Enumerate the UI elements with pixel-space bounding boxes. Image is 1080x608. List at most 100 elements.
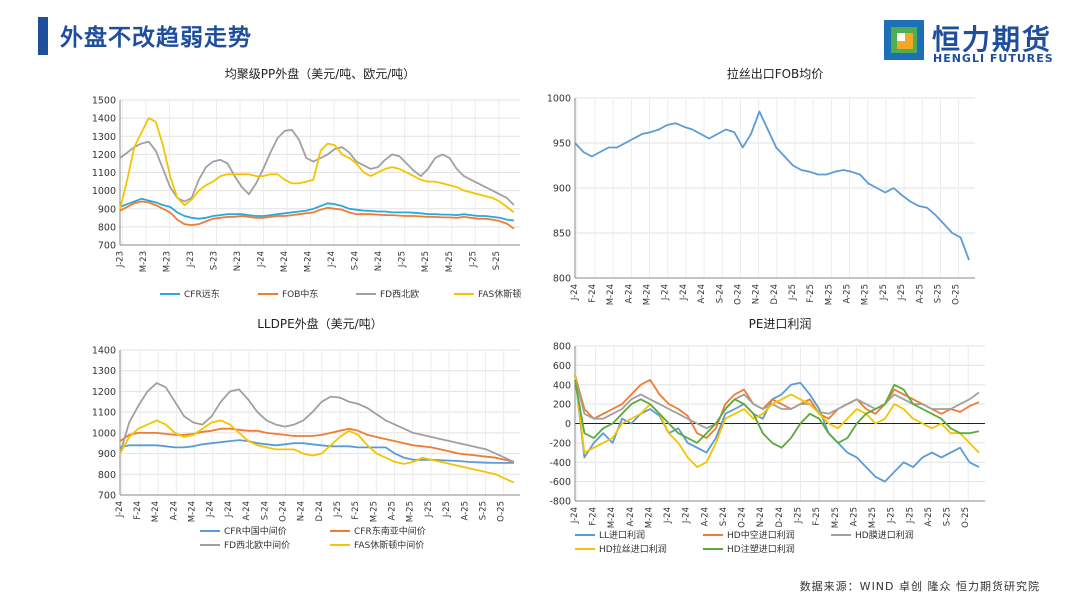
y-tick-label: 800 <box>553 342 571 353</box>
x-tick-label: J-24 <box>570 507 580 524</box>
x-tick-label: F-25 <box>812 507 822 526</box>
x-tick-label: N-24 <box>752 284 762 304</box>
legend-label: FOB中东 <box>282 288 318 300</box>
x-tick-label: J-23 <box>115 251 125 268</box>
legend-label: CFR远东 <box>184 288 220 300</box>
x-tick-label: S-23 <box>209 251 219 270</box>
series-line <box>119 439 514 464</box>
x-tick-label: A-24 <box>700 507 710 527</box>
chart-svg: PE进口利润 -800 -600 -400 -200 0 200 400 600 800 J-24 F… <box>549 317 985 555</box>
x-tick-label: N-24 <box>374 251 384 271</box>
legend-label: CFR中国中间价 <box>224 525 287 537</box>
logo-mark-icon <box>884 20 924 60</box>
y-tick-label: 950 <box>553 139 571 150</box>
y-tick-label: 1300 <box>92 366 116 377</box>
x-tick-label: S-24 <box>715 284 725 303</box>
x-tick-label: D-24 <box>770 284 780 304</box>
legend-label: HD中空进口利润 <box>727 529 795 541</box>
y-tick-label: 700 <box>98 491 116 502</box>
pp-offshore-chart: 均聚级PP外盘（美元/吨、欧元/吨） 700 800 900 1000 1100 1200 1… <box>88 62 538 312</box>
x-tick-label: J-24 <box>206 501 216 518</box>
chart-title: PE进口利润 <box>749 317 812 331</box>
x-tick-label: M-24 <box>607 507 617 528</box>
y-tick-label: 1000 <box>547 94 571 105</box>
y-tick-label: -400 <box>549 458 571 469</box>
series-line <box>119 197 515 222</box>
x-tick-label: J-25 <box>897 284 907 301</box>
x-tick-label: M-25 <box>861 284 871 305</box>
x-tick-label: S-24 <box>719 507 729 526</box>
y-tick-label: 800 <box>553 274 571 285</box>
y-tick-label: 200 <box>553 400 571 411</box>
y-tick-label: 700 <box>98 241 116 252</box>
x-tick-label: M-25 <box>369 501 379 522</box>
y-tick-label: 800 <box>98 470 116 481</box>
x-tick-label: M-25 <box>445 251 455 272</box>
series-line <box>119 419 515 484</box>
x-tick-label: D-24 <box>315 501 325 521</box>
legend-label: HD膜进口利润 <box>855 529 914 541</box>
x-tick-label: S-25 <box>933 284 943 303</box>
series-line <box>119 427 515 463</box>
x-tick-label: J-24 <box>257 251 267 268</box>
chart-title: LLDPE外盘（美元/吨） <box>257 316 382 331</box>
page-title: 外盘不改趋弱走势 <box>60 25 252 51</box>
x-tick-label: J-24 <box>115 501 125 518</box>
x-tick-label: A-25 <box>915 284 925 304</box>
y-tick-label: 900 <box>553 184 571 195</box>
series-line <box>119 117 515 214</box>
y-tick-label: 400 <box>553 380 571 391</box>
y-tick-label: 1100 <box>92 408 116 419</box>
x-tick-label: F-25 <box>351 501 361 520</box>
x-tick-label: J-25 <box>442 501 452 518</box>
x-tick-label: M-25 <box>421 251 431 272</box>
y-tick-label: -600 <box>549 477 571 488</box>
y-tick-label: 1400 <box>92 346 116 357</box>
x-tick-label: D-24 <box>775 507 785 527</box>
series-line <box>119 382 515 463</box>
x-tick-label: A-25 <box>388 501 398 521</box>
x-tick-label: M-25 <box>824 284 834 305</box>
x-tick-label: M-23 <box>162 251 172 272</box>
x-tick-label: O-24 <box>738 507 748 528</box>
x-tick-label: M-24 <box>151 501 161 522</box>
x-tick-label: J-24 <box>224 501 234 518</box>
x-tick-label: A-25 <box>843 284 853 304</box>
x-tick-label: J-25 <box>333 501 343 518</box>
x-tick-label: J-24 <box>661 284 671 301</box>
series-line <box>574 374 980 468</box>
x-tick-label: J-25 <box>468 251 478 268</box>
y-tick-label: 1000 <box>92 186 116 197</box>
x-tick-label: J-25 <box>879 284 889 301</box>
x-tick-label: J-25 <box>794 507 804 524</box>
x-tick-label: A-24 <box>697 284 707 304</box>
y-tick-label: 1000 <box>92 428 116 439</box>
x-tick-label: F-25 <box>806 284 816 303</box>
legend-label: FAS休斯顿 <box>478 288 521 300</box>
x-tick-label: F-24 <box>589 507 599 526</box>
legend-label: FAS休斯顿中间价 <box>354 539 424 551</box>
x-tick-label: J-24 <box>682 507 692 524</box>
x-tick-label: N-24 <box>756 507 766 527</box>
y-tick-label: 1300 <box>92 132 116 143</box>
x-tick-label: M-24 <box>304 251 314 272</box>
series-line <box>119 129 515 206</box>
chart-title: 均聚级PP外盘（美元/吨、欧元/吨） <box>225 66 416 81</box>
x-tick-label: O-24 <box>733 284 743 305</box>
x-tick-label: J-24 <box>327 251 337 268</box>
x-tick-label: J-23 <box>186 251 196 268</box>
data-source-footer: 数据来源：WIND 卓创 隆众 恒力期货研究院 <box>799 580 1040 593</box>
legend-label: LL进口利润 <box>599 529 645 541</box>
x-tick-label: A-24 <box>624 284 634 304</box>
x-tick-label: J-24 <box>663 507 673 524</box>
x-tick-label: J-25 <box>905 507 915 524</box>
chart-svg: 拉丝出口FOB均价 800 850 900 950 1000 J-24 F-24 M-24 A-2… <box>547 66 975 305</box>
x-tick-label: F-24 <box>588 284 598 303</box>
x-tick-label: J-25 <box>398 251 408 268</box>
pe-import-profit-chart: PE进口利润 -800 -600 -400 -200 0 200 400 600 800 J-24 F… <box>535 312 995 572</box>
x-tick-label: F-24 <box>133 501 143 520</box>
drawing-fob-chart: 拉丝出口FOB均价 800 850 900 950 1000 J-24 F-24 M-24 A-2… <box>535 62 995 312</box>
x-tick-label: M-23 <box>139 251 149 272</box>
y-tick-label: -800 <box>549 497 571 508</box>
x-tick-label: O-24 <box>278 501 288 522</box>
